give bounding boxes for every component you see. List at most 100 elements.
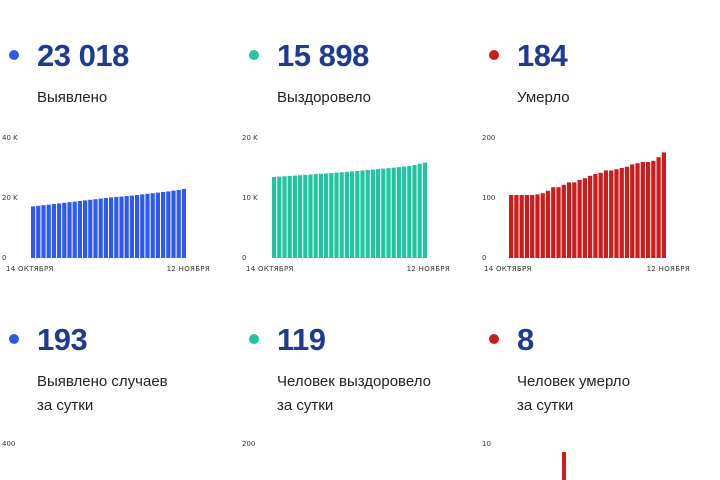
bar — [412, 165, 417, 258]
detected-daily-label: Выявлено случаев — [37, 373, 168, 390]
y-tick-label: 20 K — [2, 194, 18, 202]
bar — [656, 157, 661, 258]
bar — [298, 175, 303, 258]
bar — [619, 168, 624, 258]
bar — [661, 152, 666, 258]
bar — [313, 174, 318, 258]
card-detected-daily: 193 Выявлено случаев за сутки 400 — [0, 320, 240, 480]
bar — [135, 195, 140, 258]
x-tick-label-start: 14 ОКТЯБРЯ — [484, 265, 532, 273]
bar — [31, 206, 36, 258]
bar — [303, 174, 308, 258]
bar — [67, 202, 72, 258]
green-dot-icon — [249, 334, 259, 344]
bar — [166, 191, 171, 258]
blue-dot-icon — [9, 334, 19, 344]
card-recovered: 15 898 Выздоровело 0 10 K 20 K 14 ОКТЯБРЯ 12… — [240, 36, 480, 286]
bar — [292, 175, 297, 258]
bar — [62, 202, 67, 258]
green-dot-icon — [249, 50, 259, 60]
bar — [624, 166, 630, 258]
bar — [272, 177, 277, 258]
bar — [119, 196, 124, 258]
bar — [519, 195, 524, 258]
recovered-cumulative-chart: 0 10 K 20 K 14 ОКТЯБРЯ 12 НОЯБРЯ — [242, 134, 450, 273]
bar — [103, 198, 108, 258]
recovered-daily-value: 119 — [277, 322, 326, 357]
bar — [365, 170, 370, 258]
bar — [308, 174, 313, 258]
bar — [181, 188, 186, 258]
deaths-daily-headline: 8 — [480, 320, 710, 360]
bar — [140, 194, 145, 258]
bar — [277, 176, 282, 258]
y-tick-label: 100 — [482, 194, 495, 202]
x-tick-label-end: 12 НОЯБРЯ — [167, 265, 210, 273]
y-tick-label: 20 K — [242, 134, 258, 142]
bar — [530, 195, 535, 258]
bar — [46, 204, 51, 258]
bar — [545, 190, 551, 258]
recovered-daily-period: за сутки — [277, 397, 334, 414]
bar — [630, 164, 635, 258]
bar — [93, 199, 98, 258]
detected-cumulative-chart: 0 20 K 40 K 14 ОКТЯБРЯ 12 НОЯБРЯ — [2, 134, 210, 273]
y-tick-label: 0 — [482, 254, 486, 262]
bar — [609, 170, 614, 258]
card-deaths-daily: 8 Человек умерло за сутки 10 — [480, 320, 720, 480]
y-tick-label: 0 — [242, 254, 246, 262]
deaths-daily-period: за сутки — [517, 397, 574, 414]
bar — [344, 171, 349, 258]
recovered-daily-chart: 200 — [242, 440, 255, 448]
y-tick-label: 0 — [2, 254, 6, 262]
bar — [171, 190, 176, 258]
bar — [57, 203, 62, 258]
deaths-headline: 184 — [480, 36, 710, 76]
deaths-total-value: 184 — [517, 38, 568, 73]
bar — [145, 193, 150, 258]
deaths-daily-value: 8 — [517, 322, 534, 357]
bar — [561, 184, 566, 258]
bar — [129, 195, 134, 258]
bar — [603, 170, 609, 258]
bar — [176, 189, 181, 258]
red-dot-icon — [489, 50, 499, 60]
bar — [422, 162, 427, 258]
bar — [318, 173, 323, 258]
bar — [391, 167, 396, 258]
bar — [329, 173, 334, 258]
bar — [640, 162, 645, 258]
bar — [376, 169, 381, 258]
bar — [386, 168, 391, 258]
bar — [88, 199, 93, 258]
recovered-daily-headline: 119 — [240, 320, 470, 360]
detected-daily-headline: 193 — [0, 320, 230, 360]
detected-daily-chart: 400 — [2, 440, 15, 448]
bar — [350, 171, 355, 258]
bar — [614, 169, 619, 258]
y-tick-label: 400 — [2, 440, 15, 448]
bar — [645, 162, 651, 258]
deaths-daily-chart: 10 — [482, 440, 566, 480]
red-dot-icon — [489, 334, 499, 344]
detected-label: Выявлено — [37, 89, 108, 106]
recovered-total-value: 15 898 — [277, 38, 369, 73]
detected-daily-value: 193 — [37, 322, 88, 357]
bar — [36, 205, 41, 258]
y-tick-label: 10 K — [242, 194, 258, 202]
bar — [556, 187, 561, 258]
bar — [407, 165, 412, 258]
bar — [41, 205, 46, 258]
bar — [402, 166, 407, 258]
bar — [83, 200, 88, 258]
bar — [339, 172, 344, 258]
detected-headline: 23 018 — [0, 36, 230, 76]
bar — [566, 182, 572, 258]
bar — [161, 192, 166, 258]
bar — [582, 178, 587, 258]
y-tick-label: 200 — [242, 440, 255, 448]
bar — [77, 201, 82, 258]
detected-total-value: 23 018 — [37, 38, 129, 73]
card-recovered-daily: 119 Человек выздоровело за сутки 200 — [240, 320, 480, 480]
bar — [334, 172, 339, 258]
